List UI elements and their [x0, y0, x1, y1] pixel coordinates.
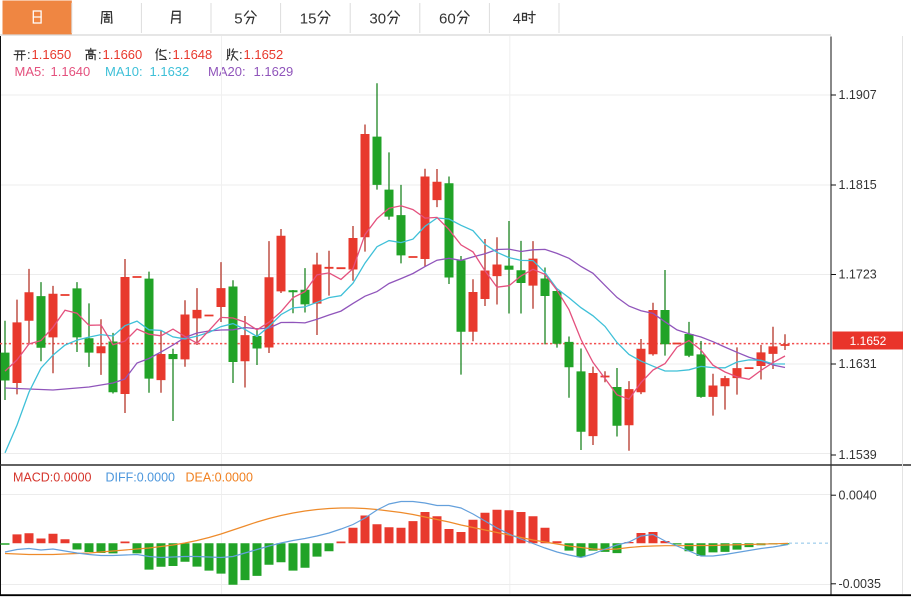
svg-text:1.1640: 1.1640 — [51, 64, 91, 79]
svg-text:1.1631: 1.1631 — [839, 357, 877, 371]
svg-text:1.1652: 1.1652 — [850, 334, 887, 348]
svg-text::: : — [168, 47, 172, 62]
svg-text:MA5:: MA5: — [15, 64, 45, 79]
svg-text:1.1632: 1.1632 — [150, 64, 190, 79]
svg-text::: : — [27, 47, 31, 62]
svg-text::: : — [239, 47, 243, 62]
svg-text:1.1650: 1.1650 — [32, 47, 72, 62]
svg-text:1.1648: 1.1648 — [173, 47, 213, 62]
svg-text:1.1660: 1.1660 — [103, 47, 143, 62]
svg-text:30: 30 — [369, 11, 386, 28]
svg-text:1.1539: 1.1539 — [839, 448, 877, 462]
svg-text:4: 4 — [513, 11, 521, 28]
svg-text:1.1907: 1.1907 — [839, 88, 877, 102]
svg-text:1.1723: 1.1723 — [839, 268, 877, 282]
svg-text:60: 60 — [439, 11, 456, 28]
svg-text:1.1652: 1.1652 — [244, 47, 284, 62]
svg-text:DIFF:0.0000: DIFF:0.0000 — [106, 471, 176, 485]
svg-text:5: 5 — [234, 11, 242, 28]
svg-text:MA20:: MA20: — [208, 64, 246, 79]
svg-text:MACD:0.0000: MACD:0.0000 — [13, 471, 92, 485]
svg-text:0.0040: 0.0040 — [839, 488, 877, 502]
svg-text:-0.0035: -0.0035 — [839, 577, 881, 591]
svg-text::: : — [98, 47, 102, 62]
svg-text:1.1629: 1.1629 — [254, 64, 294, 79]
svg-text:15: 15 — [300, 11, 317, 28]
svg-text:MA10:: MA10: — [105, 64, 143, 79]
svg-text:DEA:0.0000: DEA:0.0000 — [186, 471, 253, 485]
svg-text:1.1815: 1.1815 — [839, 178, 877, 192]
